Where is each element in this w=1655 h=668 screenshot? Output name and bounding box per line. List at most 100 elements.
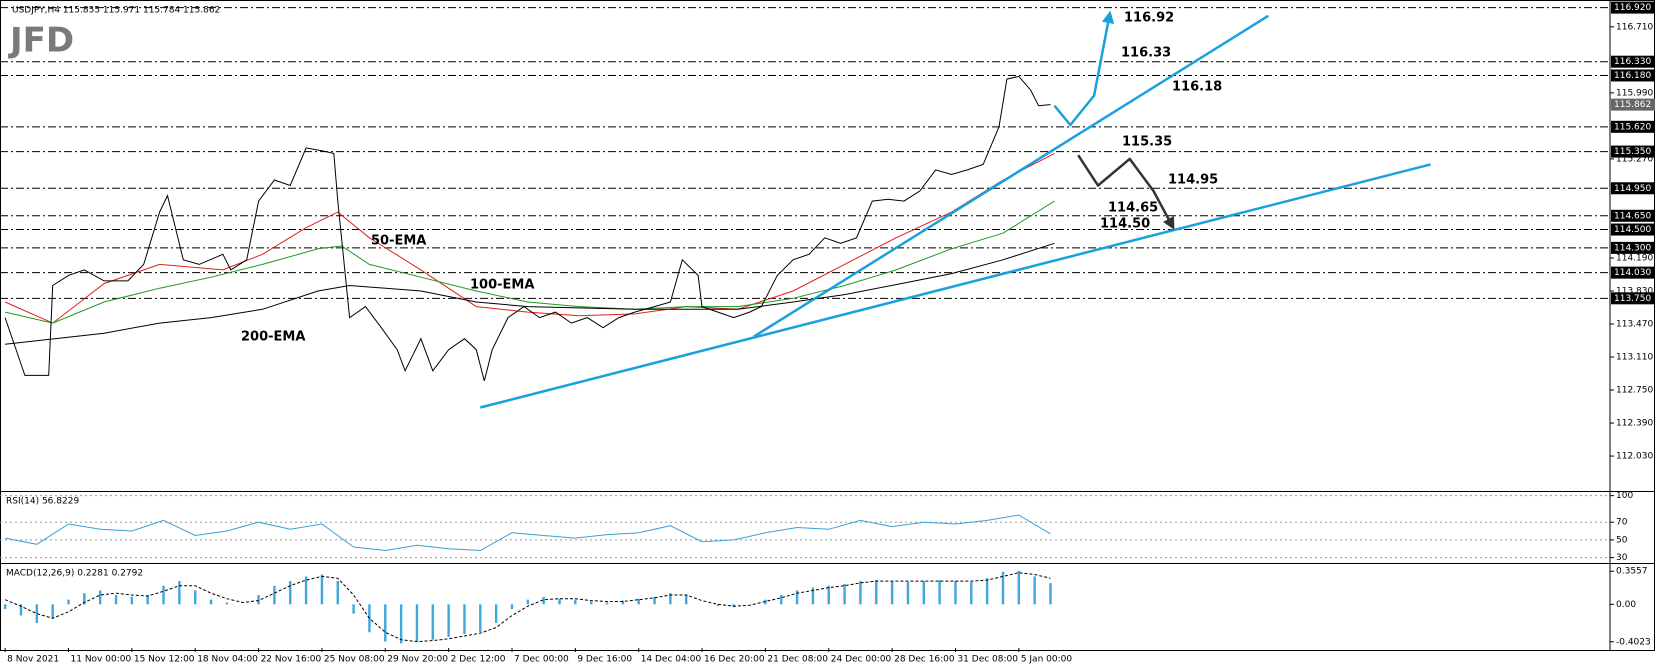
macd-bar	[653, 596, 656, 605]
macd-bar	[146, 595, 149, 605]
y-tick-label: 113.830	[1616, 286, 1653, 296]
x-tick-label: 11 Nov 00:00	[71, 655, 132, 665]
x-tick-label: 25 Nov 08:00	[324, 655, 385, 665]
y-tick-label: 113.470	[1616, 319, 1653, 329]
x-tick-label: 24 Dec 00:00	[831, 655, 892, 665]
x-tick-label: 21 Dec 08:00	[767, 655, 828, 665]
level-label: 116.920	[1614, 3, 1651, 13]
level-label: 116.180	[1614, 71, 1651, 81]
annotation: 114.65	[1108, 201, 1158, 216]
level-label-box	[1611, 209, 1655, 222]
macd-bar	[827, 585, 830, 605]
level-label-box	[1611, 55, 1655, 68]
trendline	[752, 14, 1269, 338]
macd-bar	[289, 581, 292, 605]
ema-label: 50-EMA	[371, 234, 426, 249]
macd-bar	[890, 581, 894, 605]
macd-bar	[3, 604, 7, 609]
x-tick-label: 14 Dec 04:00	[641, 655, 702, 665]
macd-bar	[194, 590, 197, 605]
macd-bar	[384, 604, 387, 642]
level-label: 115.620	[1614, 122, 1651, 132]
annotation: 114.95	[1168, 173, 1218, 188]
y-tick-label: 100	[1616, 491, 1633, 501]
macd-bar	[178, 581, 181, 605]
current-price-label: 115.862	[1614, 100, 1651, 110]
x-tick-label: 28 Dec 16:00	[894, 655, 955, 665]
price-line	[4, 75, 1051, 382]
macd-bar	[399, 604, 403, 644]
macd-bar	[463, 604, 466, 635]
level-label: 113.750	[1614, 294, 1651, 304]
annotation: 115.35	[1122, 135, 1172, 150]
macd-bar	[83, 593, 86, 605]
macd-bar	[336, 581, 339, 605]
y-tick-label: 113.110	[1616, 353, 1653, 363]
x-tick-label: 29 Nov 20:00	[387, 655, 448, 665]
level-label-box	[1611, 145, 1655, 158]
macd-bar	[273, 585, 276, 605]
y-tick-label: 115.990	[1616, 88, 1653, 98]
macd-bar	[859, 581, 862, 605]
macd-bar	[938, 580, 941, 605]
y-tick-label: 115.270	[1616, 154, 1653, 164]
level-label: 114.300	[1614, 243, 1651, 253]
macd-bar	[558, 598, 561, 605]
current-price-box	[1611, 98, 1655, 111]
level-label-box	[1611, 292, 1655, 305]
level-label: 114.030	[1614, 268, 1651, 278]
signal-line	[4, 572, 1051, 643]
ema-label: 100-EMA	[470, 278, 534, 293]
scenario-arrow	[1053, 10, 1115, 127]
level-label-box	[1611, 182, 1655, 195]
macd-bar	[542, 596, 545, 605]
x-tick-label: 8 Nov 2021	[7, 655, 59, 665]
macd-bar	[811, 587, 815, 605]
macd-bar	[130, 596, 134, 605]
rsi-line	[5, 514, 1051, 552]
macd-bar	[526, 599, 530, 605]
macd-bar	[257, 595, 260, 605]
x-tick-label: 9 Dec 16:00	[577, 655, 632, 665]
y-tick-label: 70	[1616, 518, 1628, 528]
macd-bar	[320, 574, 324, 605]
y-tick-label: 112.750	[1616, 386, 1653, 396]
macd-bar	[510, 604, 514, 609]
chart-title: USDJPY,H4 115.855 115.971 115.784 115.86…	[12, 6, 220, 16]
frame	[0, 0, 1655, 651]
ema-label: 200-EMA	[241, 330, 305, 345]
macd-bar	[843, 583, 846, 605]
macd-bar	[415, 604, 419, 642]
macd-bar	[985, 578, 989, 605]
macd-bar	[98, 590, 102, 605]
level-label: 114.950	[1614, 184, 1651, 194]
x-tick-label: 31 Dec 08:00	[957, 655, 1018, 665]
macd-bar	[669, 593, 672, 605]
level-label-box	[1611, 69, 1655, 82]
level-label-box	[1611, 1, 1655, 14]
y-tick-label: 0.00	[1616, 600, 1636, 610]
level-label-box	[1611, 266, 1655, 279]
y-tick-label: 114.190	[1616, 253, 1653, 263]
macd-bar	[209, 599, 213, 605]
y-tick-label: 112.030	[1616, 452, 1653, 462]
macd-bar	[637, 598, 640, 605]
x-tick-label: 18 Nov 04:00	[197, 655, 258, 665]
macd-bar	[447, 604, 450, 637]
ema-line	[4, 152, 1055, 324]
level-label: 115.350	[1614, 147, 1651, 157]
macd-bar	[795, 590, 799, 605]
macd-bar	[479, 604, 482, 633]
macd-bar	[1049, 583, 1052, 605]
level-label-box	[1611, 241, 1655, 254]
y-tick-label: 0.3557	[1616, 567, 1648, 577]
trendline	[479, 163, 1431, 409]
ema-line	[4, 200, 1055, 324]
rsi-title: RSI(14) 56.8229	[6, 497, 79, 507]
annotation: 116.33	[1121, 46, 1171, 61]
macd-bar	[605, 602, 609, 605]
macd-bar	[1001, 571, 1005, 605]
x-tick-label: 2 Dec 12:00	[451, 655, 506, 665]
macd-bar	[685, 595, 688, 605]
macd-bar	[494, 604, 498, 623]
